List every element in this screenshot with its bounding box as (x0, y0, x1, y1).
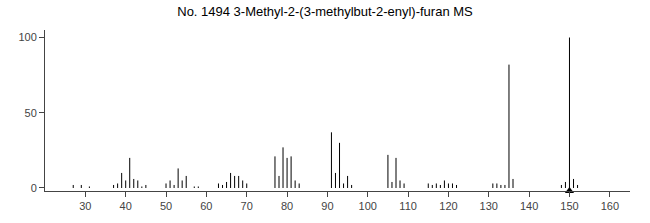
svg-text:120: 120 (439, 200, 457, 212)
svg-text:70: 70 (241, 200, 253, 212)
svg-text:No. 1494 3-Methyl-2-(3-methylb: No. 1494 3-Methyl-2-(3-methylbut-2-enyl)… (177, 4, 473, 19)
svg-text:160: 160 (601, 200, 619, 212)
svg-text:0: 0 (31, 182, 37, 194)
svg-text:140: 140 (520, 200, 538, 212)
svg-text:100: 100 (18, 31, 36, 43)
svg-text:40: 40 (120, 200, 132, 212)
svg-text:150: 150 (560, 200, 578, 212)
svg-text:130: 130 (480, 200, 498, 212)
svg-text:50: 50 (25, 107, 37, 119)
svg-text:30: 30 (79, 200, 91, 212)
svg-text:90: 90 (321, 200, 333, 212)
svg-text:50: 50 (160, 200, 172, 212)
svg-text:100: 100 (359, 200, 377, 212)
svg-text:110: 110 (399, 200, 417, 212)
svg-text:80: 80 (281, 200, 293, 212)
svg-text:60: 60 (200, 200, 212, 212)
